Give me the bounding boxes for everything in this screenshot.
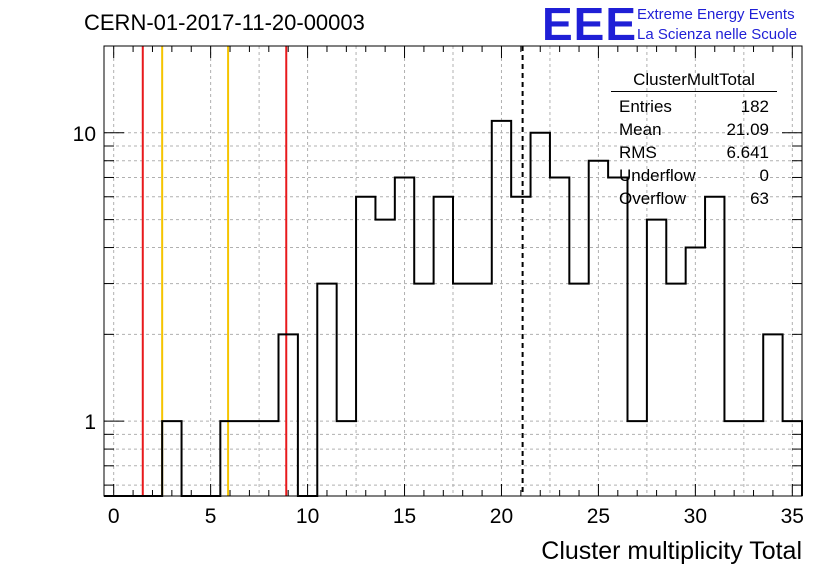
histogram-bin: [375, 220, 394, 496]
logo-tagline-2: La Scienza nelle Scuole: [637, 26, 798, 43]
histogram-bin: [472, 284, 491, 496]
histogram-bin: [666, 284, 685, 496]
x-tick-label: 10: [296, 505, 319, 528]
histogram-bin: [763, 334, 782, 496]
stat-value: 21.09: [726, 120, 769, 139]
histogram-bin: [705, 197, 724, 496]
histogram-bin: [356, 197, 375, 496]
stats-box: ClusterMultTotal Entries 182 Mean 21.09 …: [611, 70, 777, 210]
eee-logo-mark: EEE: [542, 0, 638, 50]
stat-row-overflow: Overflow 63: [611, 187, 777, 210]
histogram-bin: [434, 197, 453, 496]
histogram-bin: [317, 284, 336, 496]
histogram-outline: [104, 119, 803, 497]
histogram-bin: [550, 177, 569, 496]
logo-tagline-1: Extreme Energy Events: [637, 6, 795, 23]
stat-label: Mean: [619, 120, 662, 139]
stat-row-mean: Mean 21.09: [611, 118, 777, 141]
x-tick-label: 25: [587, 505, 610, 528]
stats-title: ClusterMultTotal: [611, 70, 777, 92]
stat-value: 182: [740, 97, 769, 116]
x-tick-label: 30: [684, 505, 707, 528]
x-axis-label: Cluster multiplicity Total: [541, 537, 802, 565]
run-title: CERN-01-2017-11-20-00003: [84, 10, 365, 35]
y-tick-label: 1: [84, 411, 96, 434]
stat-row-entries: Entries 182: [611, 95, 777, 118]
histogram-bin: [608, 177, 627, 496]
histogram-bin: [453, 284, 472, 496]
histogram-bin: [531, 133, 550, 496]
histogram-bin: [279, 334, 298, 496]
x-tick-label: 15: [393, 505, 416, 528]
stat-value: 63: [750, 189, 769, 208]
stat-row-underflow: Underflow 0: [611, 164, 777, 187]
x-tick-label: 5: [205, 505, 217, 528]
stat-label: Overflow: [619, 189, 687, 208]
histogram-bin: [414, 284, 433, 496]
histogram-bin: [628, 421, 647, 496]
x-tick-label: 20: [490, 505, 513, 528]
plot-frame: [103, 45, 803, 497]
stat-value: 0: [759, 166, 769, 185]
stat-label: Entries: [619, 97, 672, 116]
stat-label: Underflow: [619, 166, 696, 185]
x-tick-label: 35: [781, 505, 804, 528]
stat-label: RMS: [619, 143, 657, 162]
stat-row-rms: RMS 6.641: [611, 141, 777, 164]
x-tick-label: 0: [108, 505, 120, 528]
stat-value: 6.641: [726, 143, 769, 162]
y-tick-label: 10: [73, 123, 96, 146]
histogram-bin: [569, 284, 588, 496]
histogram-bin: [647, 220, 666, 496]
histogram-bin: [511, 197, 530, 496]
